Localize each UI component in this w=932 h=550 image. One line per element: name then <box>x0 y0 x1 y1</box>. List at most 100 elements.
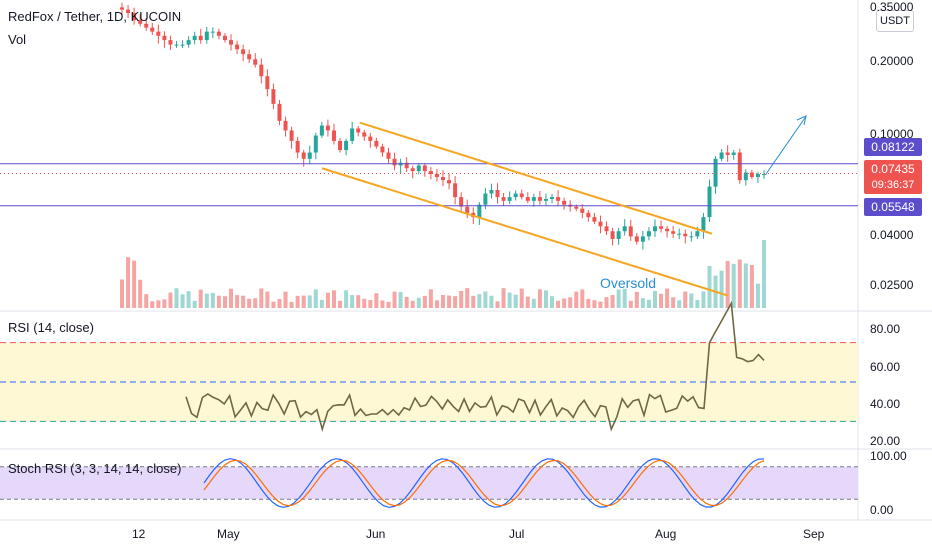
volume-bar <box>204 293 209 308</box>
volume-bar <box>562 298 567 308</box>
candle-body <box>301 152 306 159</box>
candle-body <box>683 233 688 237</box>
candle-body <box>453 183 458 198</box>
time-tick: Jul <box>509 527 525 541</box>
time-tick: Aug <box>655 527 677 541</box>
candle-body <box>174 44 179 46</box>
candle-body <box>265 76 270 90</box>
stoch-rsi-label: Stoch RSI (3, 3, 14, 14, close) <box>8 461 182 476</box>
candle-body <box>483 193 488 205</box>
volume-bar <box>749 265 754 308</box>
volume-bar <box>301 295 306 308</box>
volume-bar <box>743 263 748 308</box>
projection-arrow <box>765 116 807 175</box>
candle-body <box>447 180 452 184</box>
time-tick: 12 <box>132 527 146 541</box>
volume-bar <box>707 265 712 308</box>
candle-body <box>422 165 427 172</box>
candle-body <box>501 197 506 201</box>
volume-bar <box>168 292 173 308</box>
candle-body <box>725 152 730 155</box>
rsi-line <box>185 300 765 433</box>
volume-bar <box>216 295 221 308</box>
chart-title: RedFox / Tether, 1D, KUCOIN <box>8 9 182 24</box>
volume-bar <box>652 290 657 308</box>
candle-body <box>247 54 252 60</box>
candle-body <box>495 190 500 198</box>
volume-bar <box>580 289 585 308</box>
candle-body <box>737 152 742 181</box>
candle-body <box>434 174 439 178</box>
rsi-label: RSI (14, close) <box>8 320 94 335</box>
volume-bar <box>344 290 349 308</box>
volume-bar <box>453 296 458 308</box>
volume-bar <box>434 300 439 308</box>
volume-bar <box>283 291 288 308</box>
candle-body <box>519 193 524 198</box>
currency-button[interactable]: USDT <box>876 10 914 32</box>
volume-bar <box>465 288 470 308</box>
stoch-band <box>0 466 858 500</box>
volume-bar <box>634 291 639 308</box>
candle-body <box>126 9 131 13</box>
volume-bar <box>362 298 367 308</box>
candle-body <box>168 40 173 45</box>
candle-body <box>713 158 718 187</box>
time-tick: Jun <box>366 527 386 541</box>
candle-body <box>120 7 124 10</box>
candle-body <box>356 128 361 133</box>
volume-bar <box>604 297 609 308</box>
countdown-tag: 09:36:37 <box>864 176 922 194</box>
candle-body <box>701 217 706 232</box>
rsi-band <box>0 342 858 422</box>
candle-body <box>204 31 209 41</box>
resistance-level-tag: 0.08122 <box>864 138 922 156</box>
volume-bar <box>380 300 385 308</box>
volume-bar <box>622 288 627 308</box>
candle-body <box>150 27 155 32</box>
candle-body <box>222 35 227 41</box>
candle-body <box>428 171 433 175</box>
volume-bar <box>665 288 670 308</box>
volume-bar <box>513 294 518 308</box>
candle-body <box>362 132 367 137</box>
volume-bar <box>313 289 318 308</box>
candle-body <box>277 103 282 121</box>
candle-body <box>586 212 591 218</box>
volume-bar <box>501 288 506 308</box>
volume-bar <box>495 301 500 308</box>
candle-body <box>386 152 391 159</box>
support-level-tag: 0.05548 <box>864 198 922 216</box>
candle-body <box>695 231 700 237</box>
candle-body <box>616 231 621 239</box>
rsi-tick: 80.00 <box>870 322 901 336</box>
candle-body <box>289 130 294 141</box>
candle-body <box>525 197 530 201</box>
candle-body <box>235 44 240 50</box>
time-tick: May <box>217 527 240 541</box>
candle-body <box>374 140 379 147</box>
candle-body <box>749 172 754 178</box>
volume-bar <box>598 301 603 308</box>
volume-bar <box>689 293 694 308</box>
candle-body <box>707 186 712 218</box>
volume-bar <box>235 295 240 308</box>
volume-bar <box>126 257 131 308</box>
volume-bar <box>265 291 270 308</box>
volume-bar <box>404 296 409 308</box>
candle-body <box>344 140 349 151</box>
candle-body <box>762 174 766 176</box>
volume-bar <box>325 292 330 308</box>
stoch-d-line <box>203 459 765 507</box>
volume-bar <box>368 300 373 308</box>
candle-body <box>634 236 639 242</box>
volume-bar <box>628 300 633 308</box>
candle-body <box>622 226 627 232</box>
time-tick: Sep <box>803 527 825 541</box>
candle-body <box>550 197 555 199</box>
candle-body <box>477 204 482 218</box>
volume-bar <box>162 299 167 308</box>
candle-body <box>144 23 149 28</box>
volume-bar <box>374 293 379 308</box>
